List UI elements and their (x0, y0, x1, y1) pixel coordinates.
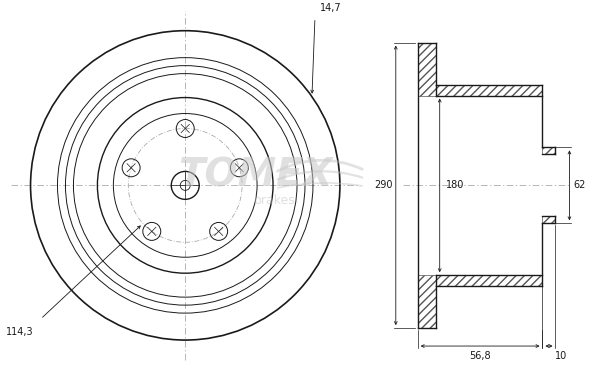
Polygon shape (418, 275, 436, 328)
Text: 10: 10 (555, 351, 567, 361)
Text: 56,8: 56,8 (469, 351, 491, 361)
Text: TOMEX: TOMEX (178, 156, 332, 194)
Polygon shape (418, 43, 436, 96)
Text: 114,3: 114,3 (5, 327, 33, 337)
Polygon shape (436, 275, 543, 286)
Text: brakes: brakes (254, 194, 296, 207)
Text: 14,7: 14,7 (320, 3, 342, 13)
Polygon shape (543, 148, 556, 155)
Polygon shape (436, 85, 543, 96)
Text: 62: 62 (573, 180, 586, 190)
Text: 290: 290 (374, 180, 393, 190)
Polygon shape (543, 216, 556, 223)
Text: 180: 180 (446, 180, 464, 190)
